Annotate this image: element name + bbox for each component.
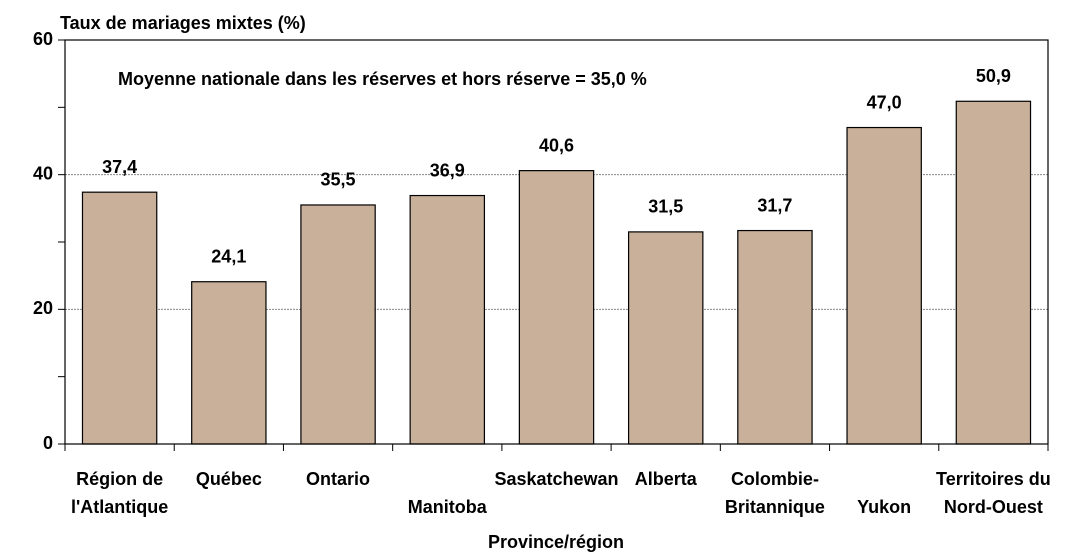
value-label: 40,6 [539,135,574,155]
y-tick-label: 20 [33,298,53,318]
x-tick-label: Alberta [635,469,698,489]
value-label: 31,5 [648,197,683,217]
y-tick-label: 60 [33,29,53,49]
x-tick-label: Britannique [725,497,825,517]
bar [518,170,595,445]
x-tick-label: Nord-Ouest [944,497,1043,517]
value-label: 50,9 [976,66,1011,86]
x-tick-label: Québec [196,469,262,489]
value-label: 36,9 [430,160,465,180]
bar [846,126,922,445]
value-label: 37,4 [102,157,137,177]
bar [409,194,486,445]
x-tick-label: Région de [76,469,163,489]
bar [737,229,813,445]
bar [627,231,704,445]
y-tick-label: 0 [43,433,53,453]
value-label: 47,0 [867,92,902,112]
bar [300,204,376,445]
value-label: 35,5 [321,170,356,190]
value-label: 24,1 [211,246,246,266]
y-tick-label: 40 [33,163,53,183]
x-tick-label: Ontario [306,469,370,489]
x-axis-title: Province/région [488,532,624,552]
value-label: 31,7 [757,195,792,215]
x-tick-label: Territoires du [936,469,1051,489]
x-tick-label: Yukon [857,497,911,517]
plot-frame [64,39,1049,445]
x-tick-label: Colombie- [731,469,819,489]
bar [955,100,1032,445]
x-tick-label: Manitoba [408,497,488,517]
x-tick-label: l'Atlantique [71,497,168,517]
bar [191,281,267,445]
annotation: Moyenne nationale dans les réserves et h… [118,69,647,89]
chart-title: Taux de mariages mixtes (%) [60,13,306,33]
x-tick-label: Saskatchewan [494,469,618,489]
bar [81,191,158,445]
